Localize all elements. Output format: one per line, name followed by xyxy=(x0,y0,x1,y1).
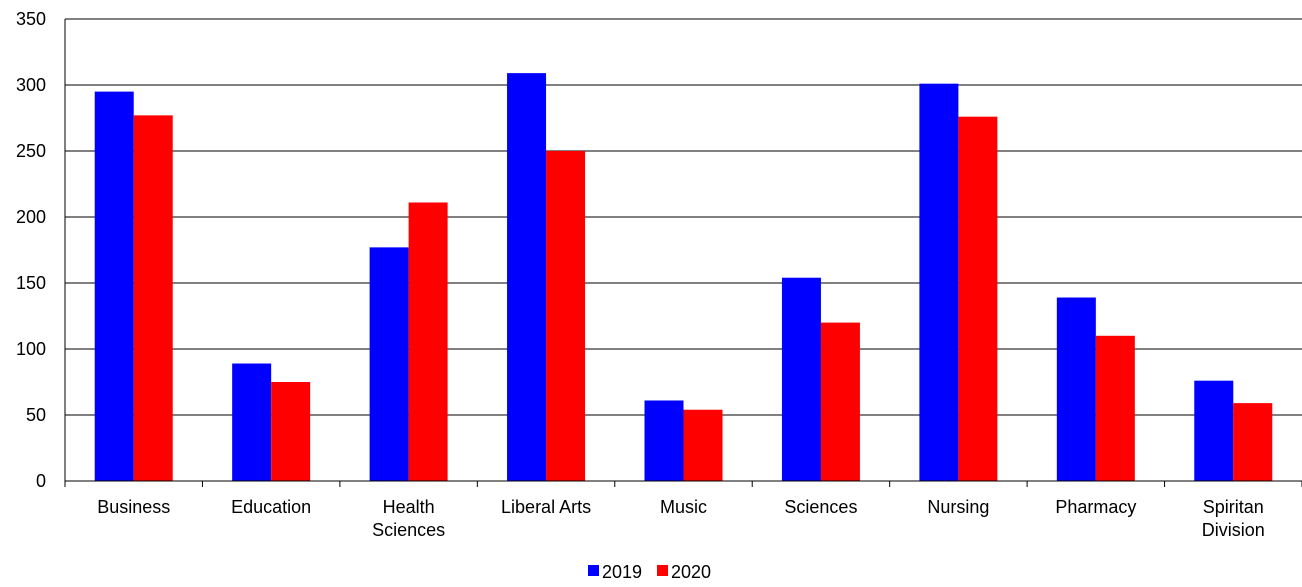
category-label-line: Business xyxy=(97,497,170,517)
y-axis-ticks: 0 50 100 150 200 250 300 350 xyxy=(16,9,46,491)
category-label-line: Sciences xyxy=(784,497,857,517)
bar-2020-1 xyxy=(271,382,311,481)
bars xyxy=(94,73,1273,482)
bar-2020-8 xyxy=(1233,403,1273,481)
legend-label: 2020 xyxy=(671,562,711,582)
bar-2019-1 xyxy=(232,363,272,481)
category-label-line: Music xyxy=(660,497,707,517)
category-label: Education xyxy=(231,497,311,517)
bar-2019-6 xyxy=(919,83,959,482)
category-label: Music xyxy=(660,497,707,517)
category-label: Nursing xyxy=(927,497,989,517)
bar-2019-5 xyxy=(781,277,821,481)
y-tick-label: 250 xyxy=(16,141,46,161)
bar-2020-3 xyxy=(546,151,586,481)
category-label-line: Spiritan xyxy=(1203,497,1264,517)
legend-swatch-2020 xyxy=(657,565,668,576)
category-label-line: Education xyxy=(231,497,311,517)
bar-2019-7 xyxy=(1056,297,1096,481)
y-tick-label: 350 xyxy=(16,9,46,29)
y-tick-label: 200 xyxy=(16,207,46,227)
bar-2020-0 xyxy=(133,115,173,482)
bar-2019-0 xyxy=(94,91,134,481)
bar-2020-6 xyxy=(958,116,998,482)
legend: 2019 2020 xyxy=(588,562,711,582)
y-tick-label: 50 xyxy=(26,405,46,425)
bar-2019-4 xyxy=(644,400,684,481)
category-label: Spiritan Division xyxy=(1202,497,1265,540)
category-label-line: Division xyxy=(1202,520,1265,540)
bar-2019-8 xyxy=(1194,380,1234,481)
category-label-line: Nursing xyxy=(927,497,989,517)
y-tick-label: 0 xyxy=(36,471,46,491)
y-tick-label: 300 xyxy=(16,75,46,95)
bar-2019-3 xyxy=(507,73,547,482)
category-label: Health Sciences xyxy=(372,497,445,540)
bar-2019-2 xyxy=(369,247,409,481)
axes xyxy=(64,19,1302,487)
category-label-line: Pharmacy xyxy=(1055,497,1136,517)
x-axis-categories: Business Education Health Sciences Liberal A… xyxy=(97,497,1265,540)
legend-label: 2019 xyxy=(602,562,642,582)
category-label-line: Sciences xyxy=(372,520,445,540)
category-label: Sciences xyxy=(784,497,857,517)
category-label: Liberal Arts xyxy=(501,497,591,517)
category-label: Business xyxy=(97,497,170,517)
bar-2020-4 xyxy=(683,409,723,481)
bar-2020-5 xyxy=(820,322,860,481)
category-label-line: Liberal Arts xyxy=(501,497,591,517)
bar-2020-2 xyxy=(408,202,448,482)
legend-swatch-2019 xyxy=(588,565,599,576)
category-label-line: Health xyxy=(383,497,435,517)
category-label: Pharmacy xyxy=(1055,497,1136,517)
y-tick-label: 150 xyxy=(16,273,46,293)
bar-2020-7 xyxy=(1095,335,1135,481)
y-tick-label: 100 xyxy=(16,339,46,359)
